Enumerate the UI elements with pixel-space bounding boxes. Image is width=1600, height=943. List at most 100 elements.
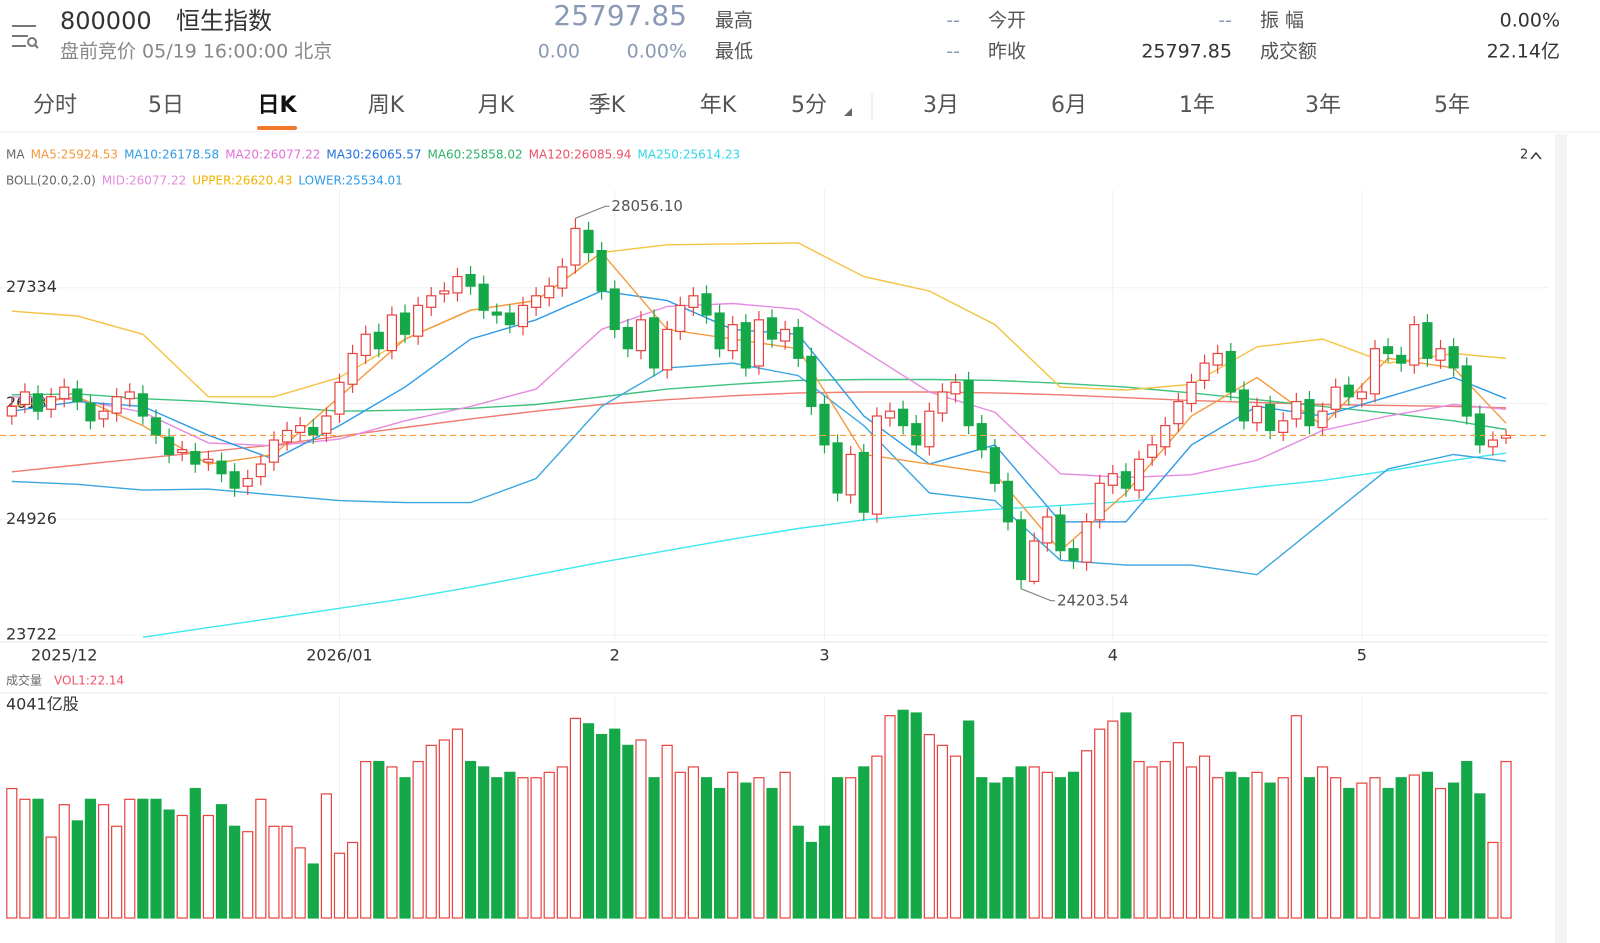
tab[interactable]: 3月	[923, 93, 959, 118]
tab[interactable]: 6月	[1051, 93, 1087, 118]
tab[interactable]: 年K	[700, 93, 737, 118]
volume-bar	[97, 804, 110, 919]
volume-bar	[753, 777, 765, 919]
candle-body	[19, 391, 31, 406]
tab[interactable]: 5日	[148, 93, 184, 118]
candle-body	[1147, 444, 1158, 458]
candle-body	[1500, 434, 1512, 439]
candle-body	[1409, 324, 1420, 366]
volume-bar	[569, 717, 582, 919]
volume-bar	[1251, 771, 1263, 919]
candle-body	[1317, 410, 1328, 429]
tab[interactable]: 3年	[1305, 93, 1341, 118]
volume-bar	[1054, 777, 1066, 919]
x-tick-label: 2	[610, 646, 620, 665]
volume-bar	[346, 841, 359, 919]
volume-bar	[333, 852, 346, 919]
tab[interactable]: 分时	[33, 93, 77, 118]
legend-label: MA	[6, 148, 25, 162]
candle-body	[1173, 400, 1184, 425]
candle-body	[255, 463, 266, 478]
candle-body	[1265, 403, 1276, 432]
candle-body	[989, 447, 1000, 484]
volume-title: 成交量	[6, 673, 42, 688]
volume-bar	[1474, 793, 1486, 919]
toggle-caret	[1530, 151, 1542, 160]
volume-bar	[1041, 771, 1053, 919]
candle-body	[59, 386, 70, 400]
stat-value: --	[946, 41, 960, 63]
volume-bar	[661, 744, 673, 919]
candle-body	[911, 423, 922, 446]
volume-bar	[845, 777, 857, 919]
legend-item: UPPER:26620.43	[192, 174, 292, 188]
candle-body	[439, 290, 450, 295]
legend-item: MID:26077.22	[102, 174, 186, 188]
annotation-leader	[575, 205, 610, 219]
candle-body	[321, 415, 332, 434]
x-tick-label: 2026/01	[306, 646, 372, 665]
candle-body	[1081, 521, 1092, 563]
volume-bar	[897, 709, 909, 919]
stat-value: 22.14亿	[1487, 41, 1560, 63]
volume-bar	[687, 766, 699, 919]
volume-bar	[792, 825, 804, 919]
legend-item: MA120:26085.94	[529, 148, 632, 162]
candle-body	[622, 326, 633, 350]
legend-item: MA60:25858.02	[427, 148, 522, 162]
candle-body	[1055, 514, 1066, 552]
tab[interactable]: 周K	[368, 93, 405, 118]
indicator-line	[11, 251, 1507, 552]
annotation: 28056.10	[611, 197, 683, 215]
candle-body	[1002, 480, 1014, 523]
volume-bar	[451, 728, 464, 919]
volume-bar	[1395, 777, 1407, 919]
status: 盘前竞价 05/19 16:00:00 北京	[60, 41, 332, 63]
volume-bar	[294, 847, 306, 919]
tab[interactable]: 季K	[589, 93, 626, 118]
stat-label: 最低	[715, 41, 753, 63]
candle-body	[452, 275, 463, 294]
candle-body	[871, 415, 882, 515]
candle-body	[177, 449, 188, 454]
indicator-line	[11, 242, 1507, 398]
volume-bar	[700, 777, 713, 919]
tab[interactable]: 5分	[791, 93, 827, 118]
volume-bar	[464, 760, 477, 919]
candle-body	[517, 304, 529, 328]
tab[interactable]: 1年	[1179, 93, 1215, 118]
candle-body	[701, 293, 712, 316]
volume-bar	[1303, 777, 1316, 919]
candle-body	[583, 229, 594, 254]
candle-body	[806, 355, 817, 407]
candle-body	[675, 304, 686, 332]
candle-body	[137, 393, 148, 417]
volume-bar	[923, 733, 935, 919]
volume-bar	[949, 755, 962, 919]
volume-bar	[1369, 777, 1381, 919]
x-tick-label: 2025/12	[31, 646, 97, 665]
volume-bar	[189, 787, 201, 919]
candle-body	[793, 326, 804, 359]
tab[interactable]: 月K	[478, 93, 515, 118]
change: 0.00	[538, 41, 580, 63]
candle-body	[1343, 384, 1354, 398]
tab[interactable]: 日K	[257, 93, 297, 118]
candle-body	[898, 408, 909, 427]
candle-body	[46, 396, 57, 410]
toggle[interactable]: 2	[1520, 148, 1528, 163]
volume-bar	[1133, 760, 1145, 919]
volume-subtitle: VOL1:22.14	[54, 674, 124, 688]
volume-bar	[1356, 782, 1368, 919]
volume-bar	[176, 814, 188, 919]
volume-bar	[124, 798, 136, 919]
candle-body	[1120, 471, 1132, 489]
tab[interactable]: 5年	[1434, 93, 1470, 118]
candle-body	[478, 283, 489, 311]
volume-bar	[740, 782, 752, 919]
candle-body	[1107, 473, 1118, 486]
scrollbar[interactable]	[1555, 134, 1567, 943]
menu-icon[interactable]	[12, 25, 39, 49]
candle-body	[399, 312, 411, 335]
candle-body	[6, 405, 17, 417]
